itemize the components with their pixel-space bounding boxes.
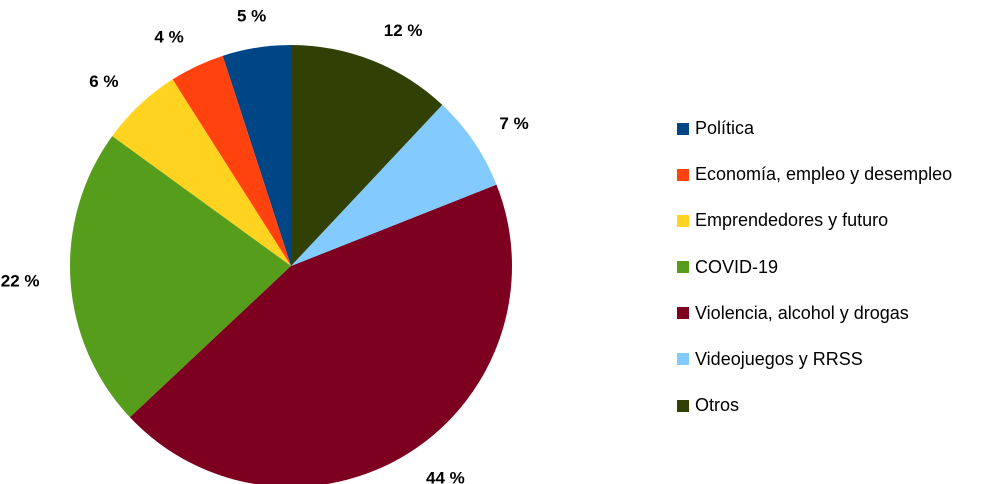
pie-chart: 5 % 4 % 6 % 22 % 44 % 7 % 12 % bbox=[1, 7, 529, 484]
legend-label: Emprendedores y futuro bbox=[695, 210, 889, 231]
legend-swatch bbox=[677, 261, 689, 274]
pie-label-4: 44 % bbox=[426, 468, 465, 484]
legend-label: Economía, empleo y desempleo bbox=[695, 164, 953, 185]
pie-label-5: 7 % bbox=[499, 114, 528, 133]
pie-slice-3 bbox=[70, 136, 291, 418]
legend-label: Videojuegos y RRSS bbox=[695, 348, 863, 369]
pie-label-0: 5 % bbox=[237, 7, 266, 26]
pie-label-1: 4 % bbox=[154, 27, 183, 46]
pie-slice-2 bbox=[112, 79, 292, 267]
legend-item-emprendedores: Emprendedores y futuro bbox=[677, 209, 952, 232]
legend-label: Otros bbox=[695, 395, 740, 416]
legend-item-economia: Economía, empleo y desempleo bbox=[677, 163, 952, 186]
legend-item-politica: Política bbox=[677, 117, 952, 140]
pie-slice-6 bbox=[291, 45, 443, 266]
legend-swatch bbox=[677, 214, 689, 227]
pie-label-6: 12 % bbox=[384, 21, 423, 40]
legend-swatch bbox=[677, 168, 689, 181]
pie-slice-1 bbox=[172, 55, 291, 266]
legend-swatch bbox=[677, 122, 689, 135]
legend-label: Violencia, alcohol y drogas bbox=[695, 302, 909, 323]
legend-item-covid: COVID-19 bbox=[677, 256, 952, 279]
pie-label-2: 6 % bbox=[89, 72, 118, 91]
pie-percentage-labels: 5 % 4 % 6 % 22 % 44 % 7 % 12 % bbox=[1, 7, 529, 484]
pie-slice-0 bbox=[222, 45, 291, 266]
legend-swatch bbox=[677, 399, 689, 412]
legend-label: COVID-19 bbox=[695, 256, 779, 277]
legend: Política Economía, empleo y desempleo Em… bbox=[677, 117, 952, 440]
pie-slice-5 bbox=[291, 104, 497, 267]
legend-swatch bbox=[677, 353, 689, 366]
legend-swatch bbox=[677, 307, 689, 320]
legend-item-violencia: Violencia, alcohol y drogas bbox=[677, 302, 952, 325]
legend-item-videojuegos: Videojuegos y RRSS bbox=[677, 348, 952, 371]
pie-label-3: 22 % bbox=[1, 271, 40, 290]
pie-slice-4 bbox=[129, 184, 512, 484]
pie-slices bbox=[70, 45, 512, 484]
legend-label: Política bbox=[695, 118, 755, 138]
legend-item-otros: Otros bbox=[677, 394, 952, 417]
